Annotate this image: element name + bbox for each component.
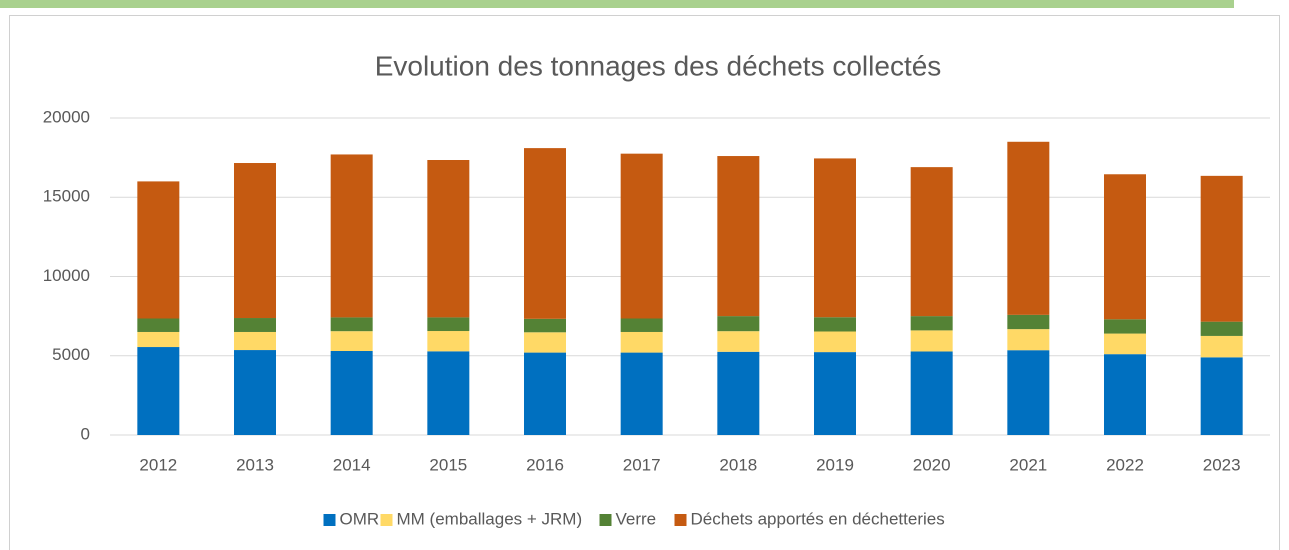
x-tick-label: 2019: [816, 455, 854, 474]
bar-segment: [137, 181, 180, 319]
bar-segment: [717, 331, 760, 352]
x-tick-label: 2021: [1009, 455, 1047, 474]
bar-segment: [1007, 314, 1050, 330]
y-tick-label: 0: [81, 424, 90, 443]
bar-segment: [1104, 174, 1146, 320]
x-tick-label: 2017: [623, 455, 661, 474]
bar-segment: [1104, 333, 1146, 355]
bar-segment: [524, 352, 566, 435]
bar-segment: [427, 331, 470, 352]
bar-segment: [1007, 329, 1050, 351]
bar-segment: [1200, 175, 1243, 322]
bar-segment: [524, 318, 566, 333]
bar-segment: [1200, 321, 1243, 336]
bar-segment: [427, 317, 470, 332]
legend-label: Déchets apportés en déchetteries: [691, 509, 945, 528]
bar-segment: [427, 160, 470, 318]
x-tick-label: 2023: [1203, 455, 1241, 474]
bar-segment: [1104, 319, 1146, 334]
bar-segment: [814, 331, 856, 353]
chart-title: Evolution des tonnages des déchets colle…: [375, 50, 942, 81]
bar-segment: [234, 350, 276, 435]
bar-segment: [137, 318, 180, 332]
bar-segment: [1007, 350, 1050, 435]
legend-swatch: [380, 514, 393, 526]
x-tick-label: 2022: [1106, 455, 1144, 474]
bar-segment: [620, 153, 663, 319]
bar-segment: [814, 352, 856, 435]
bar-segment: [234, 163, 276, 319]
top-band: [0, 0, 1234, 8]
bar-segment: [234, 331, 276, 351]
y-tick-label: 10000: [43, 266, 90, 285]
bar-segment: [910, 167, 953, 317]
bar-segment: [330, 331, 373, 351]
bar-segment: [620, 352, 663, 435]
legend-swatch: [323, 514, 336, 526]
bar-segment: [330, 154, 373, 318]
bar-segment: [1007, 141, 1050, 315]
bar-segment: [910, 351, 953, 435]
legend-label: OMR: [340, 509, 380, 528]
x-tick-label: 2015: [429, 455, 467, 474]
bar-segment: [330, 350, 373, 435]
bar-segment: [620, 331, 663, 353]
bar-segment: [814, 317, 856, 332]
bar-segment: [717, 156, 760, 317]
bar-segment: [137, 331, 180, 348]
x-tick-label: 2014: [333, 455, 371, 474]
bar-segment: [1200, 357, 1243, 435]
bar-segment: [1104, 354, 1146, 435]
legend-label: Verre: [616, 509, 657, 528]
bar-segment: [814, 158, 856, 318]
bar-segment: [910, 330, 953, 352]
x-tick-label: 2013: [236, 455, 274, 474]
x-tick-label: 2020: [913, 455, 951, 474]
legend-swatch: [674, 514, 687, 526]
bar-segment: [524, 148, 566, 319]
y-tick-label: 15000: [43, 187, 90, 206]
bar-segment: [137, 347, 180, 435]
bar-segment: [717, 316, 760, 332]
x-tick-label: 2018: [719, 455, 757, 474]
bar-segment: [524, 332, 566, 353]
bar-segment: [910, 316, 953, 331]
x-tick-label: 2012: [139, 455, 177, 474]
bar-segment: [330, 317, 373, 332]
bar-segment: [1200, 335, 1243, 358]
bar-segment: [234, 318, 276, 332]
bar-segment: [427, 351, 470, 435]
legend-swatch: [599, 514, 612, 526]
y-tick-label: 20000: [43, 107, 90, 126]
y-tick-label: 5000: [52, 345, 90, 364]
legend-label: MM (emballages + JRM): [397, 509, 583, 528]
bar-segment: [717, 351, 760, 435]
x-tick-label: 2016: [526, 455, 564, 474]
bar-segment: [620, 318, 663, 332]
